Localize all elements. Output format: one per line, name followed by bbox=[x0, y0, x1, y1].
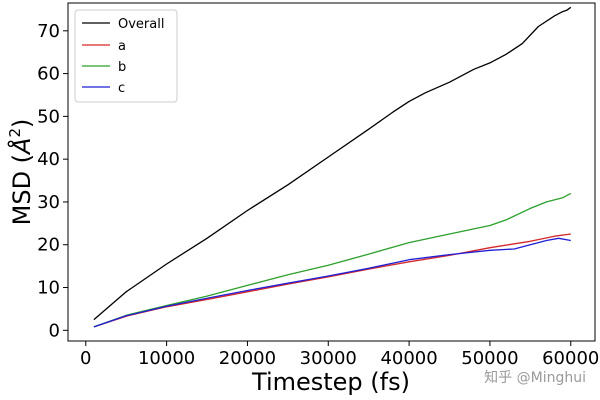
y-tick-label: 70 bbox=[37, 21, 60, 42]
y-tick-label: 10 bbox=[37, 278, 60, 299]
x-axis-ticks: 0 10000 20000 30000 40000 50000 60000 bbox=[80, 341, 599, 369]
y-tick-label: 40 bbox=[37, 149, 60, 170]
series-line-c bbox=[93, 237, 571, 328]
x-axis-label: Timestep (fs) bbox=[251, 368, 410, 396]
legend-label-overall: Overall bbox=[118, 17, 164, 32]
legend-label-c: c bbox=[118, 81, 125, 96]
legend-label-a: a bbox=[118, 39, 126, 54]
series-line-b bbox=[93, 192, 572, 328]
y-axis-label: MSD (Å2) bbox=[6, 119, 36, 226]
watermark: 知乎 @Minghui bbox=[484, 369, 586, 386]
x-tick-label: 40000 bbox=[380, 348, 437, 369]
y-tick-label: 30 bbox=[37, 192, 60, 213]
x-tick-label: 50000 bbox=[461, 348, 518, 369]
legend-box bbox=[74, 9, 178, 103]
y-tick-label: 20 bbox=[37, 235, 60, 256]
y-axis-ticks: 0 10 20 30 40 50 60 70 bbox=[37, 21, 68, 341]
y-tick-label: 60 bbox=[37, 64, 60, 85]
x-tick-label: 60000 bbox=[542, 348, 599, 369]
x-tick-label: 10000 bbox=[138, 348, 195, 369]
x-tick-label: 30000 bbox=[300, 348, 357, 369]
y-tick-label: 50 bbox=[37, 106, 60, 127]
y-tick-label: 0 bbox=[49, 320, 60, 341]
legend-label-b: b bbox=[118, 60, 126, 75]
legend: Overall a b c bbox=[74, 9, 178, 103]
series-line-overall bbox=[93, 6, 572, 321]
x-tick-label: 20000 bbox=[219, 348, 276, 369]
x-tick-label: 0 bbox=[80, 348, 91, 369]
series-lines bbox=[93, 6, 572, 328]
